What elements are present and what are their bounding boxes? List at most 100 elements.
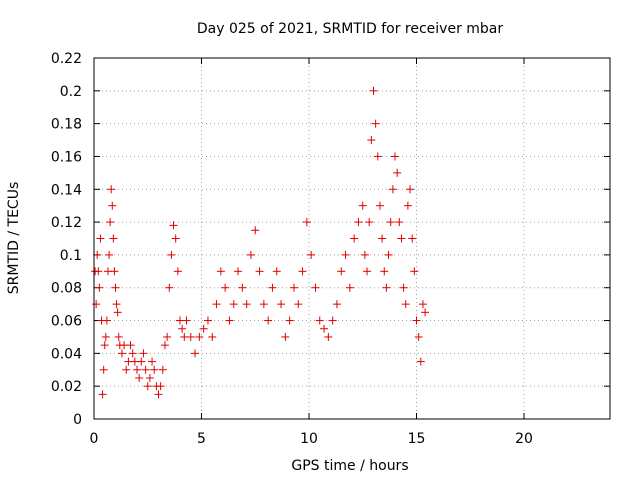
- data-point: [391, 152, 399, 161]
- y-tick-label: 0.22: [51, 51, 82, 67]
- y-tick-label: 0.2: [60, 84, 82, 100]
- data-point: [135, 373, 144, 382]
- data-point: [416, 357, 425, 366]
- y-tick-label: 0.12: [51, 215, 82, 231]
- data-point: [102, 316, 111, 325]
- data-point: [178, 324, 187, 333]
- y-tick-label: 0.16: [51, 149, 82, 165]
- y-tick-label: 0.02: [51, 379, 82, 395]
- data-point: [199, 324, 208, 333]
- data-point: [272, 267, 281, 276]
- data-point: [386, 218, 395, 227]
- data-point: [408, 234, 417, 243]
- data-point: [94, 267, 103, 276]
- data-point: [221, 283, 230, 292]
- data-point: [208, 332, 217, 341]
- x-tick-label: 0: [90, 431, 99, 447]
- data-point: [311, 283, 320, 292]
- data-point: [341, 250, 350, 259]
- y-tick-label: 0.08: [51, 281, 82, 297]
- data-point: [105, 250, 114, 259]
- data-point: [365, 218, 374, 227]
- data-point: [345, 283, 354, 292]
- data-point: [395, 218, 404, 227]
- x-tick-label: 20: [515, 431, 533, 447]
- data-point: [388, 185, 397, 194]
- data-point: [95, 283, 104, 292]
- data-point: [281, 332, 290, 341]
- data-point: [195, 332, 204, 341]
- data-point: [328, 316, 337, 325]
- data-point: [369, 86, 378, 95]
- data-point: [332, 300, 341, 309]
- chart-title: Day 025 of 2021, SRMTID for receiver mba…: [197, 21, 504, 37]
- plot-frame: [93, 57, 611, 420]
- data-point: [238, 283, 247, 292]
- data-point: [128, 349, 137, 358]
- data-point: [337, 267, 346, 276]
- data-point: [110, 267, 119, 276]
- data-point: [255, 267, 264, 276]
- data-point: [139, 349, 148, 358]
- data-point: [302, 218, 311, 227]
- x-tick-label: 10: [300, 431, 318, 447]
- data-point: [421, 308, 430, 317]
- data-point: [148, 357, 157, 366]
- data-point: [373, 152, 382, 161]
- data-point: [98, 390, 107, 399]
- y-tick-label: 0.04: [51, 346, 82, 362]
- data-point: [277, 300, 286, 309]
- data-point: [106, 218, 115, 227]
- data-point: [101, 332, 110, 341]
- data-point: [354, 218, 363, 227]
- data-point: [109, 234, 118, 243]
- y-tick-label: 0: [73, 412, 82, 428]
- data-point: [358, 201, 367, 210]
- y-axis-label: SRMTID / TECUs: [6, 182, 22, 295]
- data-point: [320, 324, 329, 333]
- data-point: [397, 234, 406, 243]
- data-point: [294, 300, 303, 309]
- data-point: [384, 250, 393, 259]
- data-point: [182, 316, 191, 325]
- data-point: [229, 300, 238, 309]
- data-point: [259, 300, 268, 309]
- data-point: [285, 316, 294, 325]
- data-point: [401, 300, 410, 309]
- data-point: [216, 267, 225, 276]
- data-point: [315, 316, 324, 325]
- data-point: [137, 357, 146, 366]
- data-point: [122, 365, 131, 374]
- data-point: [225, 316, 234, 325]
- data-point: [412, 316, 421, 325]
- data-point: [371, 119, 380, 128]
- data-point: [268, 283, 277, 292]
- data-point: [298, 267, 307, 276]
- data-point: [251, 226, 260, 235]
- data-point: [378, 234, 387, 243]
- data-point: [307, 250, 316, 259]
- data-point: [143, 382, 152, 391]
- x-tick-label: 5: [197, 431, 206, 447]
- data-point: [111, 283, 120, 292]
- x-tick-label: 15: [408, 431, 426, 447]
- data-point: [96, 234, 105, 243]
- data-point: [112, 300, 121, 309]
- data-point: [410, 267, 419, 276]
- y-tick-label: 0.06: [51, 314, 82, 330]
- data-point: [145, 373, 154, 382]
- data-point: [154, 390, 163, 399]
- data-point: [367, 136, 376, 145]
- data-point: [264, 316, 273, 325]
- data-point: [399, 283, 408, 292]
- data-point: [169, 221, 178, 230]
- data-point: [99, 365, 108, 374]
- data-point: [165, 283, 174, 292]
- data-point: [117, 349, 126, 358]
- data-point: [156, 382, 165, 391]
- data-point: [242, 300, 251, 309]
- data-point: [108, 201, 117, 210]
- data-point: [234, 267, 243, 276]
- data-point: [163, 332, 172, 341]
- data-point: [92, 300, 101, 309]
